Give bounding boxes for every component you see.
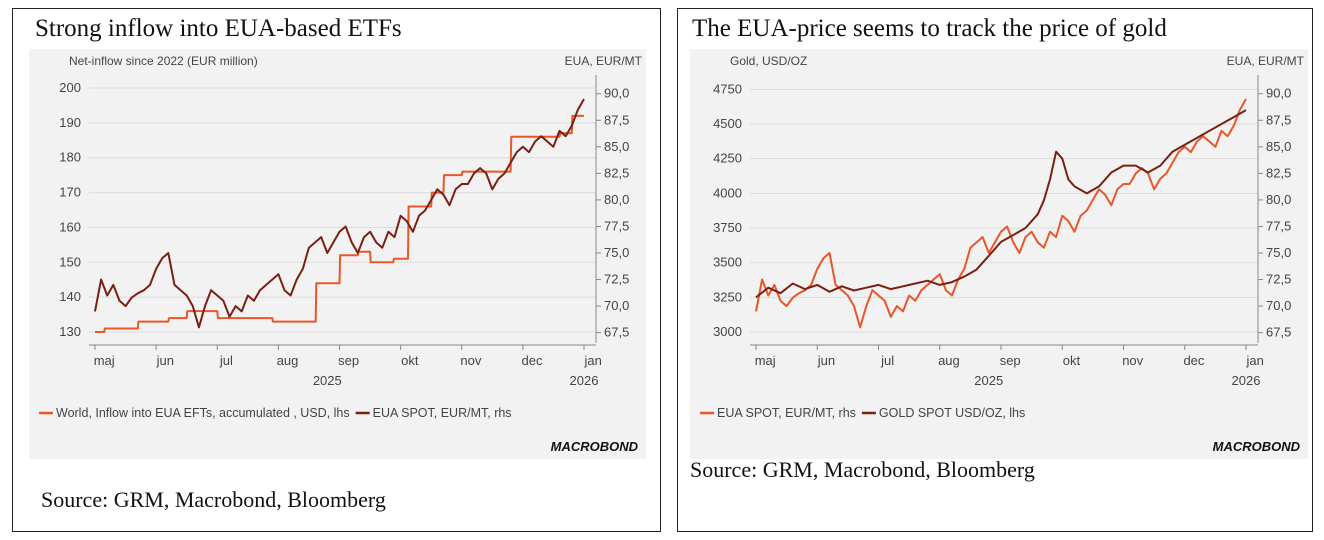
x-year-label: 2025 — [313, 373, 342, 388]
x-tick-label: jun — [156, 353, 174, 368]
y-tick-label-left: 130 — [59, 324, 81, 339]
y-tick-label-right: 72,5 — [604, 272, 629, 287]
x-tick-label: jul — [219, 353, 233, 368]
y-tick-label-left: 4750 — [713, 81, 742, 96]
macrobond-logo: MACROBOND — [551, 439, 639, 454]
x-tick-label: jul — [880, 353, 894, 368]
source-note: Source: GRM, Macrobond, Bloomberg — [41, 487, 386, 512]
chart-title: The EUA-price seems to track the price o… — [692, 15, 1167, 42]
y-tick-label-left: 180 — [59, 150, 81, 165]
x-year-label: 2026 — [570, 373, 599, 388]
x-tick-label: maj — [94, 353, 115, 368]
y-tick-label-right: 87,5 — [1266, 112, 1291, 127]
x-tick-label: nov — [1122, 353, 1143, 368]
y-tick-label-right: 80,0 — [604, 192, 629, 207]
y-tick-label-right: 75,0 — [1266, 245, 1291, 260]
macrobond-logo: MACROBOND — [1213, 439, 1301, 454]
x-tick-label: maj — [755, 353, 776, 368]
y-tick-label-right: 67,5 — [1266, 325, 1291, 340]
line-chart: Net-inflow since 2022 (EUR million) EUA, … — [39, 54, 643, 454]
x-tick-label: okt — [1063, 353, 1081, 368]
source-note: Source: GRM, Macrobond, Bloomberg — [690, 457, 1035, 482]
legend-entry: EUA SPOT, EUR/MT, rhs — [373, 406, 512, 420]
chart-title: Strong inflow into EUA-based ETFs — [35, 15, 402, 42]
x-tick-label: aug — [938, 353, 960, 368]
y-tick-label-right: 90,0 — [604, 86, 629, 101]
y-tick-label-right: 85,0 — [1266, 139, 1291, 154]
series-line-1 — [94, 98, 585, 329]
x-tick-label: sep — [338, 353, 359, 368]
legend-entry: EUA SPOT, EUR/MT, rhs — [717, 406, 856, 420]
series-line-0 — [755, 98, 1247, 329]
y-tick-label-left: 3250 — [713, 289, 742, 304]
y-tick-label-left: 4500 — [713, 116, 742, 131]
y-tick-label-left: 190 — [59, 115, 81, 130]
chart-area: Net-inflow since 2022 (EUR million) EUA, … — [29, 49, 646, 459]
y-tick-label-left: 3750 — [713, 220, 742, 235]
y-tick-label-right: 90,0 — [1266, 86, 1291, 101]
y-tick-label-left: 170 — [59, 185, 81, 200]
x-year-label: 2025 — [974, 373, 1003, 388]
y-tick-label-right: 72,5 — [1266, 272, 1291, 287]
y-tick-label-right: 70,0 — [604, 298, 629, 313]
y-tick-label-right: 80,0 — [1266, 192, 1291, 207]
series-line-1 — [755, 109, 1247, 299]
x-tick-label: dec — [522, 353, 543, 368]
y-tick-label-right: 82,5 — [604, 165, 629, 180]
y-tick-label-left: 200 — [59, 80, 81, 95]
x-tick-label: sep — [1000, 353, 1021, 368]
legend-entry: GOLD SPOT USD/OZ, lhs — [879, 406, 1025, 420]
y-tick-label-right: 67,5 — [604, 325, 629, 340]
right-axis-title: EUA, EUR/MT — [565, 54, 643, 68]
chart-area: Gold, USD/OZ EUA, EUR/MT 3000 3250 3500 3750 4… — [690, 49, 1308, 459]
x-tick-label: okt — [401, 353, 419, 368]
chart-panel-left: Strong inflow into EUA-based ETFs Net-in… — [12, 8, 661, 532]
y-tick-label-right: 77,5 — [604, 218, 629, 233]
y-tick-label-left: 160 — [59, 219, 81, 234]
left-axis-title: Gold, USD/OZ — [730, 54, 807, 68]
y-tick-label-right: 75,0 — [604, 245, 629, 260]
x-tick-label: dec — [1183, 353, 1204, 368]
y-tick-label-left: 4250 — [713, 151, 742, 166]
y-tick-label-right: 70,0 — [1266, 298, 1291, 313]
y-tick-label-left: 3000 — [713, 324, 742, 339]
right-axis-title: EUA, EUR/MT — [1227, 54, 1305, 68]
line-chart: Gold, USD/OZ EUA, EUR/MT 3000 3250 3500 3750 4… — [700, 54, 1305, 454]
x-tick-label: jun — [817, 353, 835, 368]
y-tick-label-right: 85,0 — [604, 139, 629, 154]
x-tick-label: nov — [460, 353, 481, 368]
y-tick-label-left: 4000 — [713, 185, 742, 200]
chart-panel-right: The EUA-price seems to track the price o… — [677, 8, 1313, 532]
y-tick-label-left: 150 — [59, 254, 81, 269]
x-year-label: 2026 — [1232, 373, 1261, 388]
x-tick-label: jan — [583, 353, 601, 368]
y-tick-label-left: 3500 — [713, 255, 742, 270]
x-tick-label: aug — [277, 353, 299, 368]
legend-entry: World, Inflow into EUA EFTs, accumulated… — [56, 406, 350, 420]
series-line-0 — [95, 114, 584, 333]
y-tick-label-right: 82,5 — [1266, 165, 1291, 180]
y-tick-label-right: 87,5 — [604, 112, 629, 127]
y-tick-label-right: 77,5 — [1266, 218, 1291, 233]
left-axis-title: Net-inflow since 2022 (EUR million) — [69, 54, 258, 68]
x-tick-label: jan — [1246, 353, 1264, 368]
y-tick-label-left: 140 — [59, 289, 81, 304]
